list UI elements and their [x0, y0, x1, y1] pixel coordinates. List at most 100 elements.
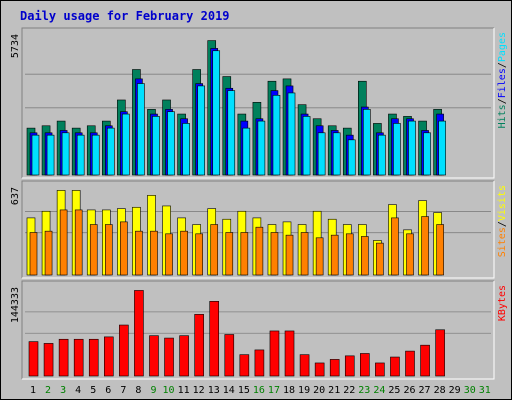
bar-pages-day-28	[438, 120, 446, 176]
bar-pages-day-4	[76, 134, 85, 176]
bar-kbytes-day-1	[28, 341, 39, 377]
x-tick-label-29: 29	[449, 385, 461, 396]
bar-sites-day-18	[285, 234, 294, 276]
x-tick-label-7: 7	[120, 385, 126, 396]
bar-pages-day-9	[152, 116, 160, 176]
bar-sites-day-17	[270, 232, 279, 276]
bar-kbytes-day-17	[269, 330, 280, 377]
bar-kbytes-day-24	[375, 362, 385, 377]
x-tick-label-21: 21	[328, 385, 340, 396]
legend-right-1: Hits/Files/Pages	[497, 32, 508, 128]
bar-kbytes-day-15	[239, 354, 250, 377]
bar-kbytes-day-20	[314, 362, 325, 377]
bar-pages-day-22	[347, 139, 356, 176]
legend-entry: Files	[497, 68, 508, 98]
bar-sites-day-8	[135, 230, 143, 276]
bar-pages-day-19	[302, 116, 311, 176]
bar-pages-day-10	[167, 111, 175, 176]
x-tick-label-24: 24	[373, 385, 385, 396]
legend-entry: KBytes	[497, 285, 508, 321]
bar-pages-day-16	[257, 120, 266, 176]
bar-kbytes-day-19	[299, 354, 310, 377]
x-tick-label-14: 14	[223, 385, 235, 396]
bar-kbytes-day-14	[224, 334, 235, 377]
bar-sites-day-9	[150, 230, 158, 276]
x-tick-label-27: 27	[419, 385, 431, 396]
x-axis-labels: 1 2 3 4 5 6 7 8 9 10 11 12 13 14 15 16 17 18 19 20 21 22 23 24 2…	[30, 385, 491, 396]
bar-kbytes-day-26	[405, 350, 415, 377]
x-tick-label-6: 6	[105, 385, 111, 396]
bar-sites-day-4	[74, 209, 83, 276]
x-tick-label-16: 16	[253, 385, 265, 396]
bar-sites-day-14	[225, 232, 234, 276]
bar-sites-day-25	[391, 217, 399, 276]
legend-entry: Sites	[497, 227, 508, 257]
bar-pages-day-20	[317, 132, 326, 176]
bar-pages-day-15	[242, 127, 251, 176]
legend-entry: /	[497, 221, 508, 227]
bar-pages-day-14	[227, 90, 236, 176]
chart-title: Daily usage for February 2019	[20, 9, 230, 23]
x-tick-label-30: 30	[464, 385, 476, 396]
bar-pages-day-11	[182, 123, 190, 176]
bar-kbytes-day-12	[194, 314, 204, 377]
legend-right-2: Sites/Visits	[497, 185, 508, 257]
x-tick-label-19: 19	[298, 385, 310, 396]
bar-sites-day-16	[255, 226, 264, 276]
y-max-label: 5734	[10, 34, 21, 58]
bar-kbytes-day-13	[209, 301, 220, 377]
bar-pages-day-27	[423, 132, 431, 176]
x-tick-label-20: 20	[313, 385, 325, 396]
x-tick-label-23: 23	[358, 385, 370, 396]
bar-kbytes-day-25	[390, 356, 400, 377]
bar-sites-day-12	[195, 233, 203, 276]
bar-kbytes-day-28	[435, 329, 445, 377]
bar-sites-day-23	[361, 236, 369, 276]
bar-sites-day-21	[330, 234, 339, 276]
x-tick-label-13: 13	[208, 385, 220, 396]
legend-entry: /	[497, 98, 508, 104]
bar-pages-day-2	[46, 134, 55, 176]
x-tick-label-4: 4	[75, 385, 81, 396]
x-tick-label-28: 28	[434, 385, 446, 396]
bar-kbytes-day-23	[360, 353, 370, 377]
x-tick-label-5: 5	[90, 385, 96, 396]
bar-sites-day-28	[436, 224, 444, 276]
bar-pages-day-17	[272, 94, 281, 176]
x-tick-label-25: 25	[388, 385, 400, 396]
bar-pages-day-23	[363, 109, 371, 176]
bar-pages-day-21	[332, 132, 341, 176]
bar-sites-day-15	[240, 232, 249, 276]
bar-sites-day-11	[180, 230, 188, 276]
x-tick-label-8: 8	[135, 385, 141, 396]
bar-kbytes-day-27	[420, 344, 430, 377]
x-tick-label-10: 10	[163, 385, 175, 396]
bar-pages-day-25	[393, 123, 401, 176]
bar-sites-day-27	[421, 216, 429, 276]
bar-pages-day-12	[197, 85, 205, 176]
bar-sites-day-7	[120, 221, 128, 276]
bar-kbytes-day-18	[284, 330, 295, 377]
bar-kbytes-day-16	[254, 349, 265, 377]
bar-pages-day-8	[137, 83, 145, 176]
x-tick-label-12: 12	[193, 385, 205, 396]
bar-sites-day-22	[345, 233, 354, 276]
bar-kbytes-day-22	[344, 355, 355, 377]
x-tick-label-26: 26	[403, 385, 415, 396]
bar-kbytes-day-8	[134, 290, 144, 377]
x-tick-label-3: 3	[60, 385, 66, 396]
bar-kbytes-day-3	[58, 338, 69, 377]
bar-pages-day-13	[212, 50, 221, 176]
x-tick-label-17: 17	[268, 385, 280, 396]
legend-entry: Pages	[497, 32, 508, 62]
bar-sites-day-5	[89, 224, 98, 276]
x-tick-label-2: 2	[45, 385, 51, 396]
bar-sites-day-2	[44, 230, 53, 276]
bar-sites-day-13	[210, 224, 219, 276]
panels-layer: 5734Hits/Files/Pages637Sites/Visits14433…	[10, 27, 508, 380]
bar-kbytes-day-5	[88, 338, 99, 377]
bar-sites-day-6	[105, 224, 113, 276]
